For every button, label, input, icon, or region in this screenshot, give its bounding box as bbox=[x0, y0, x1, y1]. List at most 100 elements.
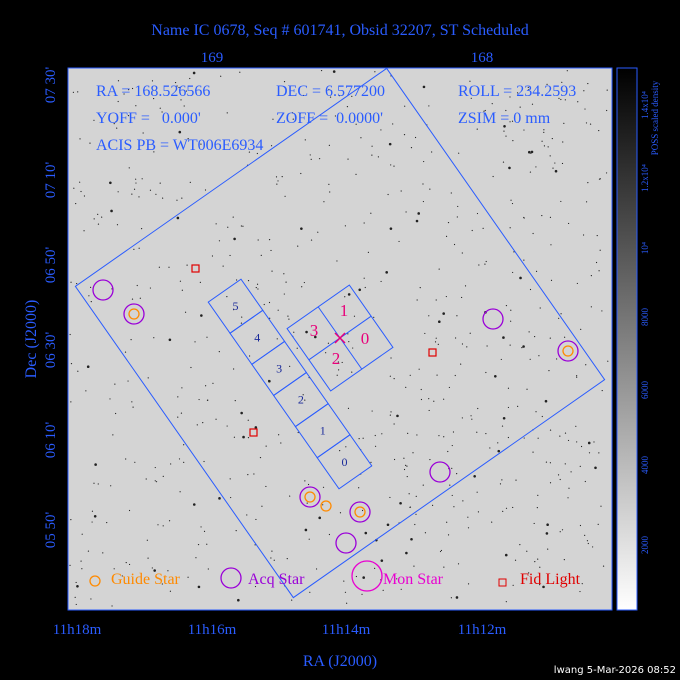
star bbox=[310, 158, 312, 160]
star bbox=[455, 596, 459, 599]
star bbox=[309, 591, 311, 593]
star bbox=[523, 129, 525, 131]
star bbox=[584, 480, 586, 483]
star bbox=[588, 452, 591, 454]
star bbox=[168, 266, 170, 268]
star bbox=[310, 239, 313, 241]
star bbox=[405, 386, 407, 388]
star bbox=[561, 162, 564, 165]
star bbox=[162, 525, 164, 527]
star bbox=[235, 530, 237, 532]
star bbox=[454, 374, 456, 377]
star bbox=[322, 504, 324, 506]
star bbox=[563, 558, 565, 561]
star bbox=[300, 227, 303, 230]
colorbar-tick: 2000 bbox=[640, 536, 650, 555]
star bbox=[153, 151, 155, 153]
star bbox=[491, 521, 493, 523]
star bbox=[476, 491, 478, 493]
star bbox=[428, 409, 430, 412]
star bbox=[162, 197, 164, 199]
star bbox=[308, 538, 310, 540]
star bbox=[117, 100, 119, 103]
star bbox=[519, 544, 521, 546]
star bbox=[452, 431, 455, 433]
star bbox=[549, 429, 552, 431]
star bbox=[510, 309, 512, 311]
star bbox=[90, 598, 92, 600]
star bbox=[220, 75, 222, 77]
star bbox=[485, 371, 487, 374]
star bbox=[277, 180, 279, 182]
star bbox=[512, 271, 514, 274]
star bbox=[484, 109, 486, 112]
star bbox=[205, 385, 207, 387]
star bbox=[549, 482, 552, 484]
star bbox=[594, 466, 597, 470]
star bbox=[351, 371, 353, 373]
star bbox=[461, 417, 463, 419]
star bbox=[527, 86, 529, 88]
star bbox=[276, 338, 278, 340]
star bbox=[74, 596, 76, 598]
star bbox=[363, 222, 365, 224]
star bbox=[471, 418, 473, 420]
star bbox=[75, 202, 77, 205]
star bbox=[461, 252, 463, 254]
star bbox=[75, 603, 77, 606]
star bbox=[526, 388, 528, 390]
star bbox=[177, 416, 179, 418]
footer: lwang 5-Mar-2026 08:52 bbox=[554, 665, 676, 676]
star bbox=[418, 368, 420, 370]
star bbox=[79, 138, 81, 140]
ccd-chip bbox=[316, 434, 373, 490]
colorbar-tick: 8000 bbox=[640, 308, 650, 327]
star bbox=[535, 270, 538, 272]
star bbox=[75, 581, 77, 584]
star bbox=[534, 335, 536, 338]
iarray-label: 2 bbox=[332, 349, 341, 368]
star bbox=[567, 439, 570, 442]
star bbox=[371, 410, 373, 412]
star bbox=[297, 431, 299, 434]
star bbox=[226, 425, 228, 427]
star bbox=[346, 106, 349, 108]
star bbox=[410, 537, 413, 541]
star bbox=[77, 370, 79, 372]
star bbox=[406, 465, 408, 467]
star bbox=[464, 285, 467, 287]
star bbox=[339, 512, 342, 514]
star bbox=[336, 374, 338, 376]
star bbox=[447, 450, 449, 453]
star bbox=[403, 468, 406, 471]
star bbox=[177, 396, 179, 398]
star bbox=[590, 275, 592, 277]
star bbox=[247, 419, 249, 421]
star bbox=[422, 183, 424, 185]
star bbox=[271, 270, 273, 272]
star bbox=[497, 449, 501, 453]
star bbox=[599, 178, 601, 180]
star bbox=[385, 271, 388, 274]
iarray-label: 1 bbox=[340, 301, 349, 320]
star bbox=[528, 331, 530, 333]
star bbox=[355, 575, 358, 578]
star bbox=[501, 425, 504, 427]
star bbox=[341, 361, 343, 364]
star bbox=[519, 276, 522, 280]
star bbox=[289, 365, 291, 367]
star bbox=[257, 239, 259, 241]
star bbox=[476, 212, 479, 215]
star bbox=[593, 441, 595, 443]
star bbox=[199, 281, 201, 284]
star bbox=[450, 597, 452, 599]
star bbox=[438, 320, 441, 324]
star bbox=[546, 523, 549, 527]
star bbox=[431, 504, 434, 506]
star bbox=[538, 355, 540, 357]
star bbox=[451, 467, 453, 469]
star bbox=[531, 103, 534, 105]
star bbox=[181, 387, 183, 389]
star bbox=[403, 457, 405, 459]
star bbox=[162, 475, 164, 477]
